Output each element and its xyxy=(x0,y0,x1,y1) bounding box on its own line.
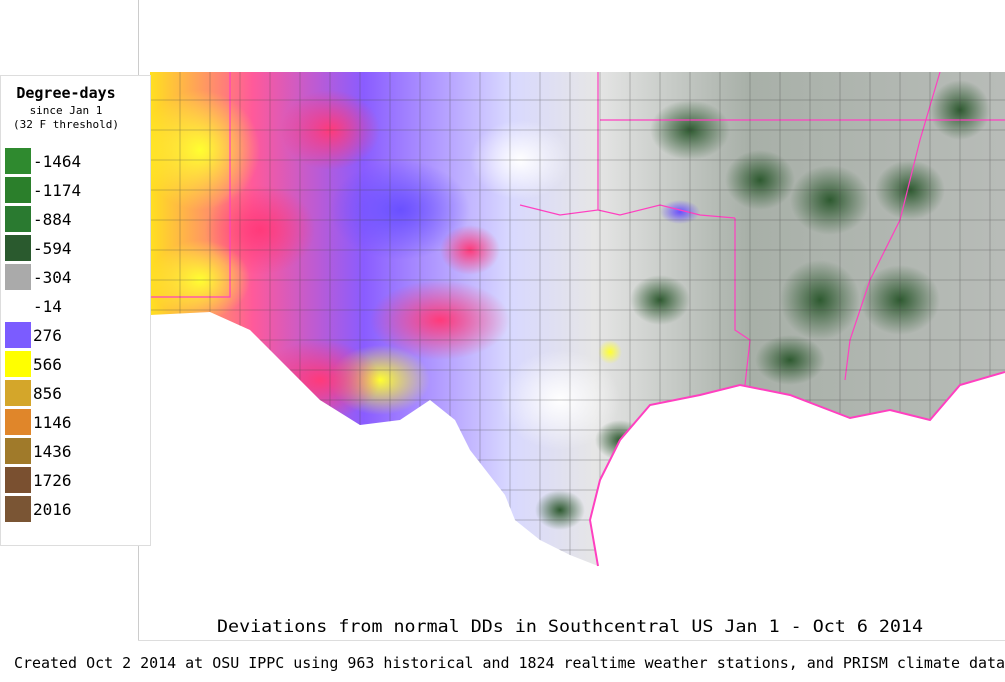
legend: Degree-days since Jan 1 (32 F threshold)… xyxy=(0,75,151,546)
legend-label: 566 xyxy=(33,355,62,374)
legend-label: 1146 xyxy=(33,413,72,432)
legend-label: -884 xyxy=(33,210,72,229)
legend-label: 276 xyxy=(33,326,62,345)
legend-title: Degree-days xyxy=(16,84,115,102)
footer: Created Oct 2 2014 at OSU IPPC using 963… xyxy=(14,654,1005,672)
map xyxy=(150,72,1005,566)
legend-label: 856 xyxy=(33,384,62,403)
legend-label: -304 xyxy=(33,268,72,287)
legend-swatch xyxy=(5,235,31,261)
legend-swatch xyxy=(5,438,31,464)
legend-label: -14 xyxy=(33,297,62,316)
legend-swatch xyxy=(5,148,31,174)
coastline xyxy=(588,371,1005,567)
legend-swatch xyxy=(5,206,31,232)
legend-label: 1726 xyxy=(33,471,72,490)
legend-swatch xyxy=(5,322,31,348)
legend-swatch xyxy=(5,293,31,319)
caption: Deviations from normal DDs in Southcentr… xyxy=(217,617,923,637)
legend-subtitle: since Jan 1 xyxy=(30,104,103,117)
legend-swatch xyxy=(5,409,31,435)
legend-swatch xyxy=(5,467,31,493)
legend-swatch xyxy=(5,177,31,203)
legend-label: 1436 xyxy=(33,442,72,461)
legend-label: -1464 xyxy=(33,152,81,171)
legend-label: -1174 xyxy=(33,181,81,200)
legend-swatch xyxy=(5,380,31,406)
legend-label: -594 xyxy=(33,239,72,258)
legend-swatch xyxy=(5,496,31,522)
legend-swatch xyxy=(5,264,31,290)
legend-note: (32 F threshold) xyxy=(13,118,119,131)
legend-swatch xyxy=(5,351,31,377)
legend-label: 2016 xyxy=(33,500,72,519)
